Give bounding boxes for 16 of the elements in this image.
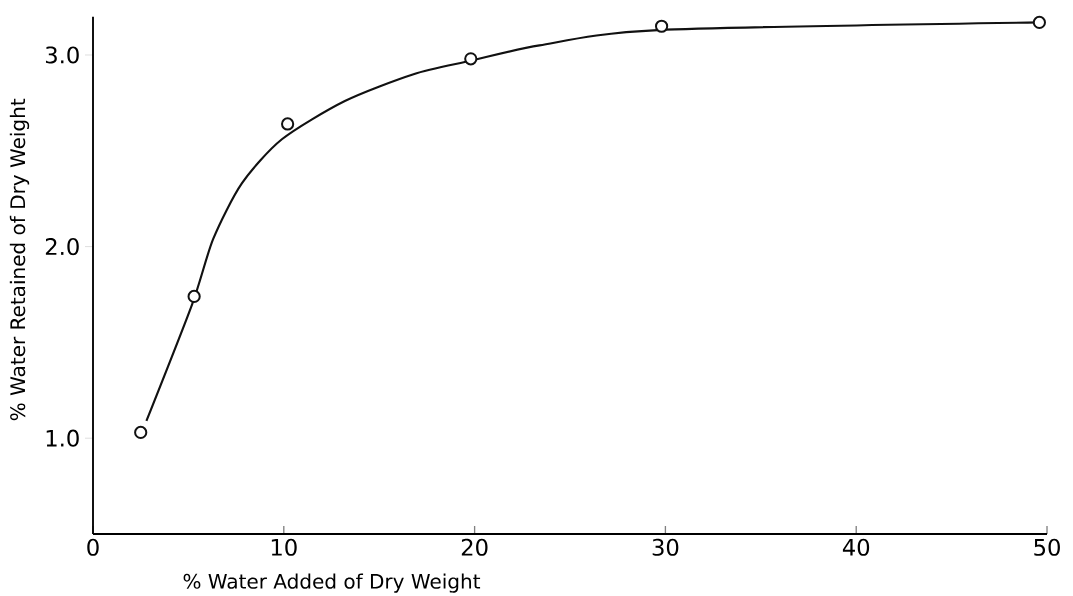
y-tick-label: 2.0 bbox=[45, 238, 79, 256]
x-tick-label: 30 bbox=[652, 538, 679, 556]
y-tick-label: 1.0 bbox=[46, 429, 79, 447]
x-tick-label: 20 bbox=[461, 538, 488, 556]
x-axis-title: % Water Added of Dry Weight bbox=[183, 573, 481, 593]
y-tick-label: 3.0 bbox=[45, 46, 79, 64]
x-tick-label: 40 bbox=[842, 538, 870, 556]
point bbox=[134, 425, 148, 440]
point bbox=[654, 19, 669, 33]
y-axis-title: % Water Retained of Dry Weight bbox=[9, 98, 30, 421]
x-tick-label: 50 bbox=[1034, 538, 1060, 556]
x-tick-label: 0 bbox=[87, 538, 99, 556]
point bbox=[187, 289, 201, 304]
x-tick-label: 10 bbox=[271, 538, 297, 556]
point bbox=[464, 52, 478, 66]
point bbox=[281, 117, 295, 131]
